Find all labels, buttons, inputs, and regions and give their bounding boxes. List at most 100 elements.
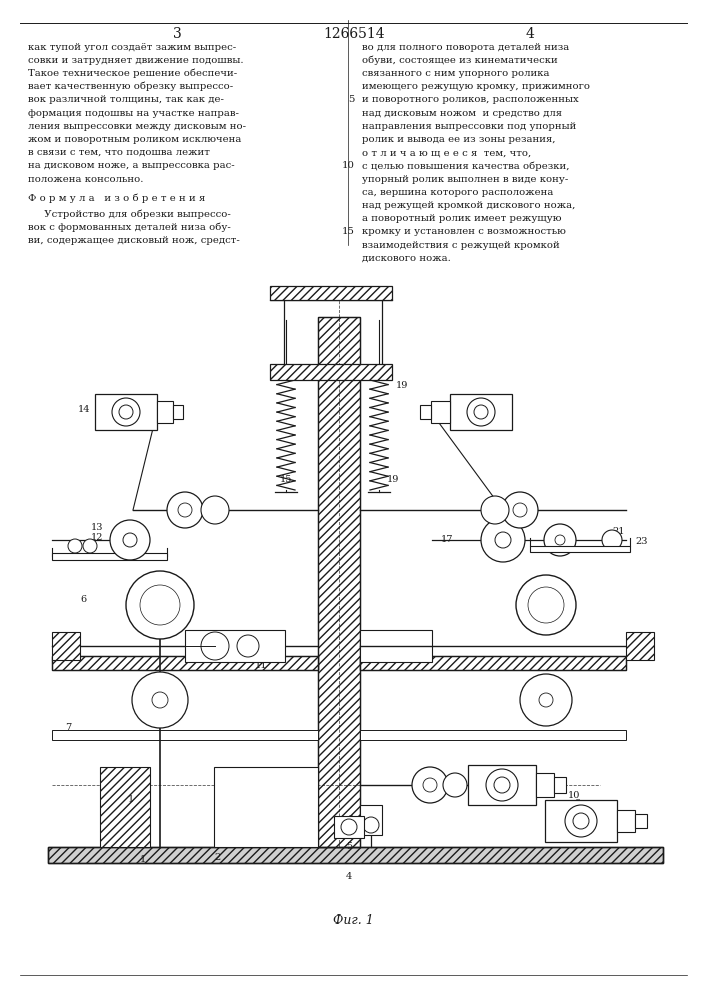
Circle shape	[474, 405, 488, 419]
Circle shape	[150, 595, 170, 615]
Text: положена консольно.: положена консольно.	[28, 174, 144, 184]
Bar	[52, 730, 318, 740]
Circle shape	[126, 571, 194, 639]
Text: обуви, состоящее из кинематически: обуви, состоящее из кинематически	[362, 55, 558, 65]
Text: 10: 10	[342, 161, 355, 170]
Text: 7: 7	[71, 641, 77, 650]
Bar	[626, 632, 654, 660]
Text: са, вершина которого расположена: са, вершина которого расположена	[362, 188, 554, 197]
Text: а поворотный ролик имеет режущую: а поворотный ролик имеет режущую	[362, 214, 561, 223]
Circle shape	[520, 674, 572, 726]
Text: ролик и вывода ее из зоны резания,: ролик и вывода ее из зоны резания,	[362, 135, 556, 144]
Text: 5: 5	[346, 842, 352, 851]
Circle shape	[513, 503, 527, 517]
Bar	[450, 394, 512, 430]
Circle shape	[565, 805, 597, 837]
Text: упорный ролик выполнен в виде кону-: упорный ролик выполнен в виде кону-	[362, 174, 568, 184]
Text: формация подошвы на участке направ-: формация подошвы на участке направ-	[28, 108, 239, 117]
Text: Ф о р м у л а   и з о б р е т е н и я: Ф о р м у л а и з о б р е т е н и я	[28, 193, 205, 203]
Circle shape	[502, 492, 538, 528]
Circle shape	[201, 632, 229, 660]
Text: 10: 10	[568, 790, 580, 800]
Text: вок с формованных деталей низа обу-: вок с формованных деталей низа обу-	[28, 223, 230, 232]
Circle shape	[602, 530, 622, 550]
Text: во для полного поворота деталей низа: во для полного поворота деталей низа	[362, 42, 569, 51]
Text: кромку и установлен с возможностью: кромку и установлен с возможностью	[362, 227, 566, 236]
Circle shape	[495, 532, 511, 548]
Bar	[52, 656, 318, 670]
Bar	[52, 553, 167, 560]
Circle shape	[178, 503, 192, 517]
Bar	[530, 546, 630, 552]
Text: жом и поворотным роликом исключена: жом и поворотным роликом исключена	[28, 135, 241, 144]
Bar	[157, 401, 173, 423]
Circle shape	[140, 585, 180, 625]
Bar	[360, 630, 432, 662]
Circle shape	[539, 693, 553, 707]
Text: над режущей кромкой дискового ножа,: над режущей кромкой дискового ножа,	[362, 201, 575, 210]
Circle shape	[516, 575, 576, 635]
Bar	[360, 656, 626, 670]
Text: ви, содержащее дисковый нож, средст-: ви, содержащее дисковый нож, средст-	[28, 236, 240, 245]
Bar	[545, 800, 617, 842]
Text: направления выпрессовки под упорный: направления выпрессовки под упорный	[362, 122, 576, 131]
Circle shape	[573, 813, 589, 829]
Circle shape	[83, 539, 97, 553]
Text: Устройство для обрезки выпрессо-: Устройство для обрезки выпрессо-	[28, 210, 230, 219]
Text: 15: 15	[280, 476, 292, 485]
Bar	[48, 847, 663, 863]
Text: Такое техническое решение обеспечи-: Такое техническое решение обеспечи-	[28, 69, 237, 78]
Text: в связи с тем, что подошва лежит: в связи с тем, что подошва лежит	[28, 148, 210, 157]
Text: 1266514: 1266514	[323, 27, 385, 41]
Text: 15: 15	[284, 369, 296, 378]
Circle shape	[486, 769, 518, 801]
Circle shape	[201, 496, 229, 524]
Circle shape	[167, 492, 203, 528]
Text: имеющего режущую кромку, прижимного: имеющего режущую кромку, прижимного	[362, 82, 590, 91]
Text: 14: 14	[78, 406, 90, 414]
Bar	[214, 767, 318, 847]
Text: вок различной толщины, так как де-: вок различной толщины, так как де-	[28, 95, 224, 104]
Text: Фиг. 1: Фиг. 1	[332, 914, 373, 926]
Circle shape	[528, 587, 564, 623]
Text: взаимодействия с режущей кромкой: взаимодействия с режущей кромкой	[362, 240, 560, 249]
Circle shape	[341, 819, 357, 835]
Bar	[100, 767, 150, 847]
Text: 5: 5	[349, 95, 355, 104]
Bar	[48, 847, 663, 863]
Circle shape	[555, 535, 565, 545]
Text: 13: 13	[90, 524, 103, 532]
Text: дискового ножа.: дискового ножа.	[362, 254, 451, 263]
Circle shape	[123, 533, 137, 547]
Bar	[270, 286, 392, 300]
Text: 16: 16	[489, 535, 501, 544]
Text: 8: 8	[574, 800, 580, 808]
Bar	[635, 814, 647, 828]
Circle shape	[544, 524, 576, 556]
Text: 17: 17	[440, 535, 453, 544]
Text: 20: 20	[554, 535, 566, 544]
Text: 12: 12	[90, 532, 103, 542]
Text: 21: 21	[612, 528, 624, 536]
Text: 2: 2	[155, 690, 161, 698]
Bar	[420, 405, 431, 419]
Text: 19: 19	[396, 380, 409, 389]
Text: 4: 4	[525, 27, 534, 41]
Text: 23: 23	[635, 538, 648, 546]
Bar	[554, 777, 566, 793]
Circle shape	[110, 520, 150, 560]
Circle shape	[443, 773, 467, 797]
Circle shape	[481, 518, 525, 562]
Circle shape	[132, 672, 188, 728]
Text: на дисковом ноже, а выпрессовка рас-: на дисковом ноже, а выпрессовка рас-	[28, 161, 235, 170]
Bar	[617, 810, 635, 832]
Bar	[185, 630, 285, 662]
Text: 1: 1	[128, 796, 134, 804]
Bar	[52, 656, 318, 670]
Bar	[360, 656, 626, 670]
Text: и поворотного роликов, расположенных: и поворотного роликов, расположенных	[362, 95, 579, 104]
Circle shape	[481, 496, 509, 524]
Circle shape	[423, 778, 437, 792]
Text: 6: 6	[81, 595, 87, 604]
Text: как тупой угол создаёт зажим выпрес-: как тупой угол создаёт зажим выпрес-	[28, 42, 236, 51]
